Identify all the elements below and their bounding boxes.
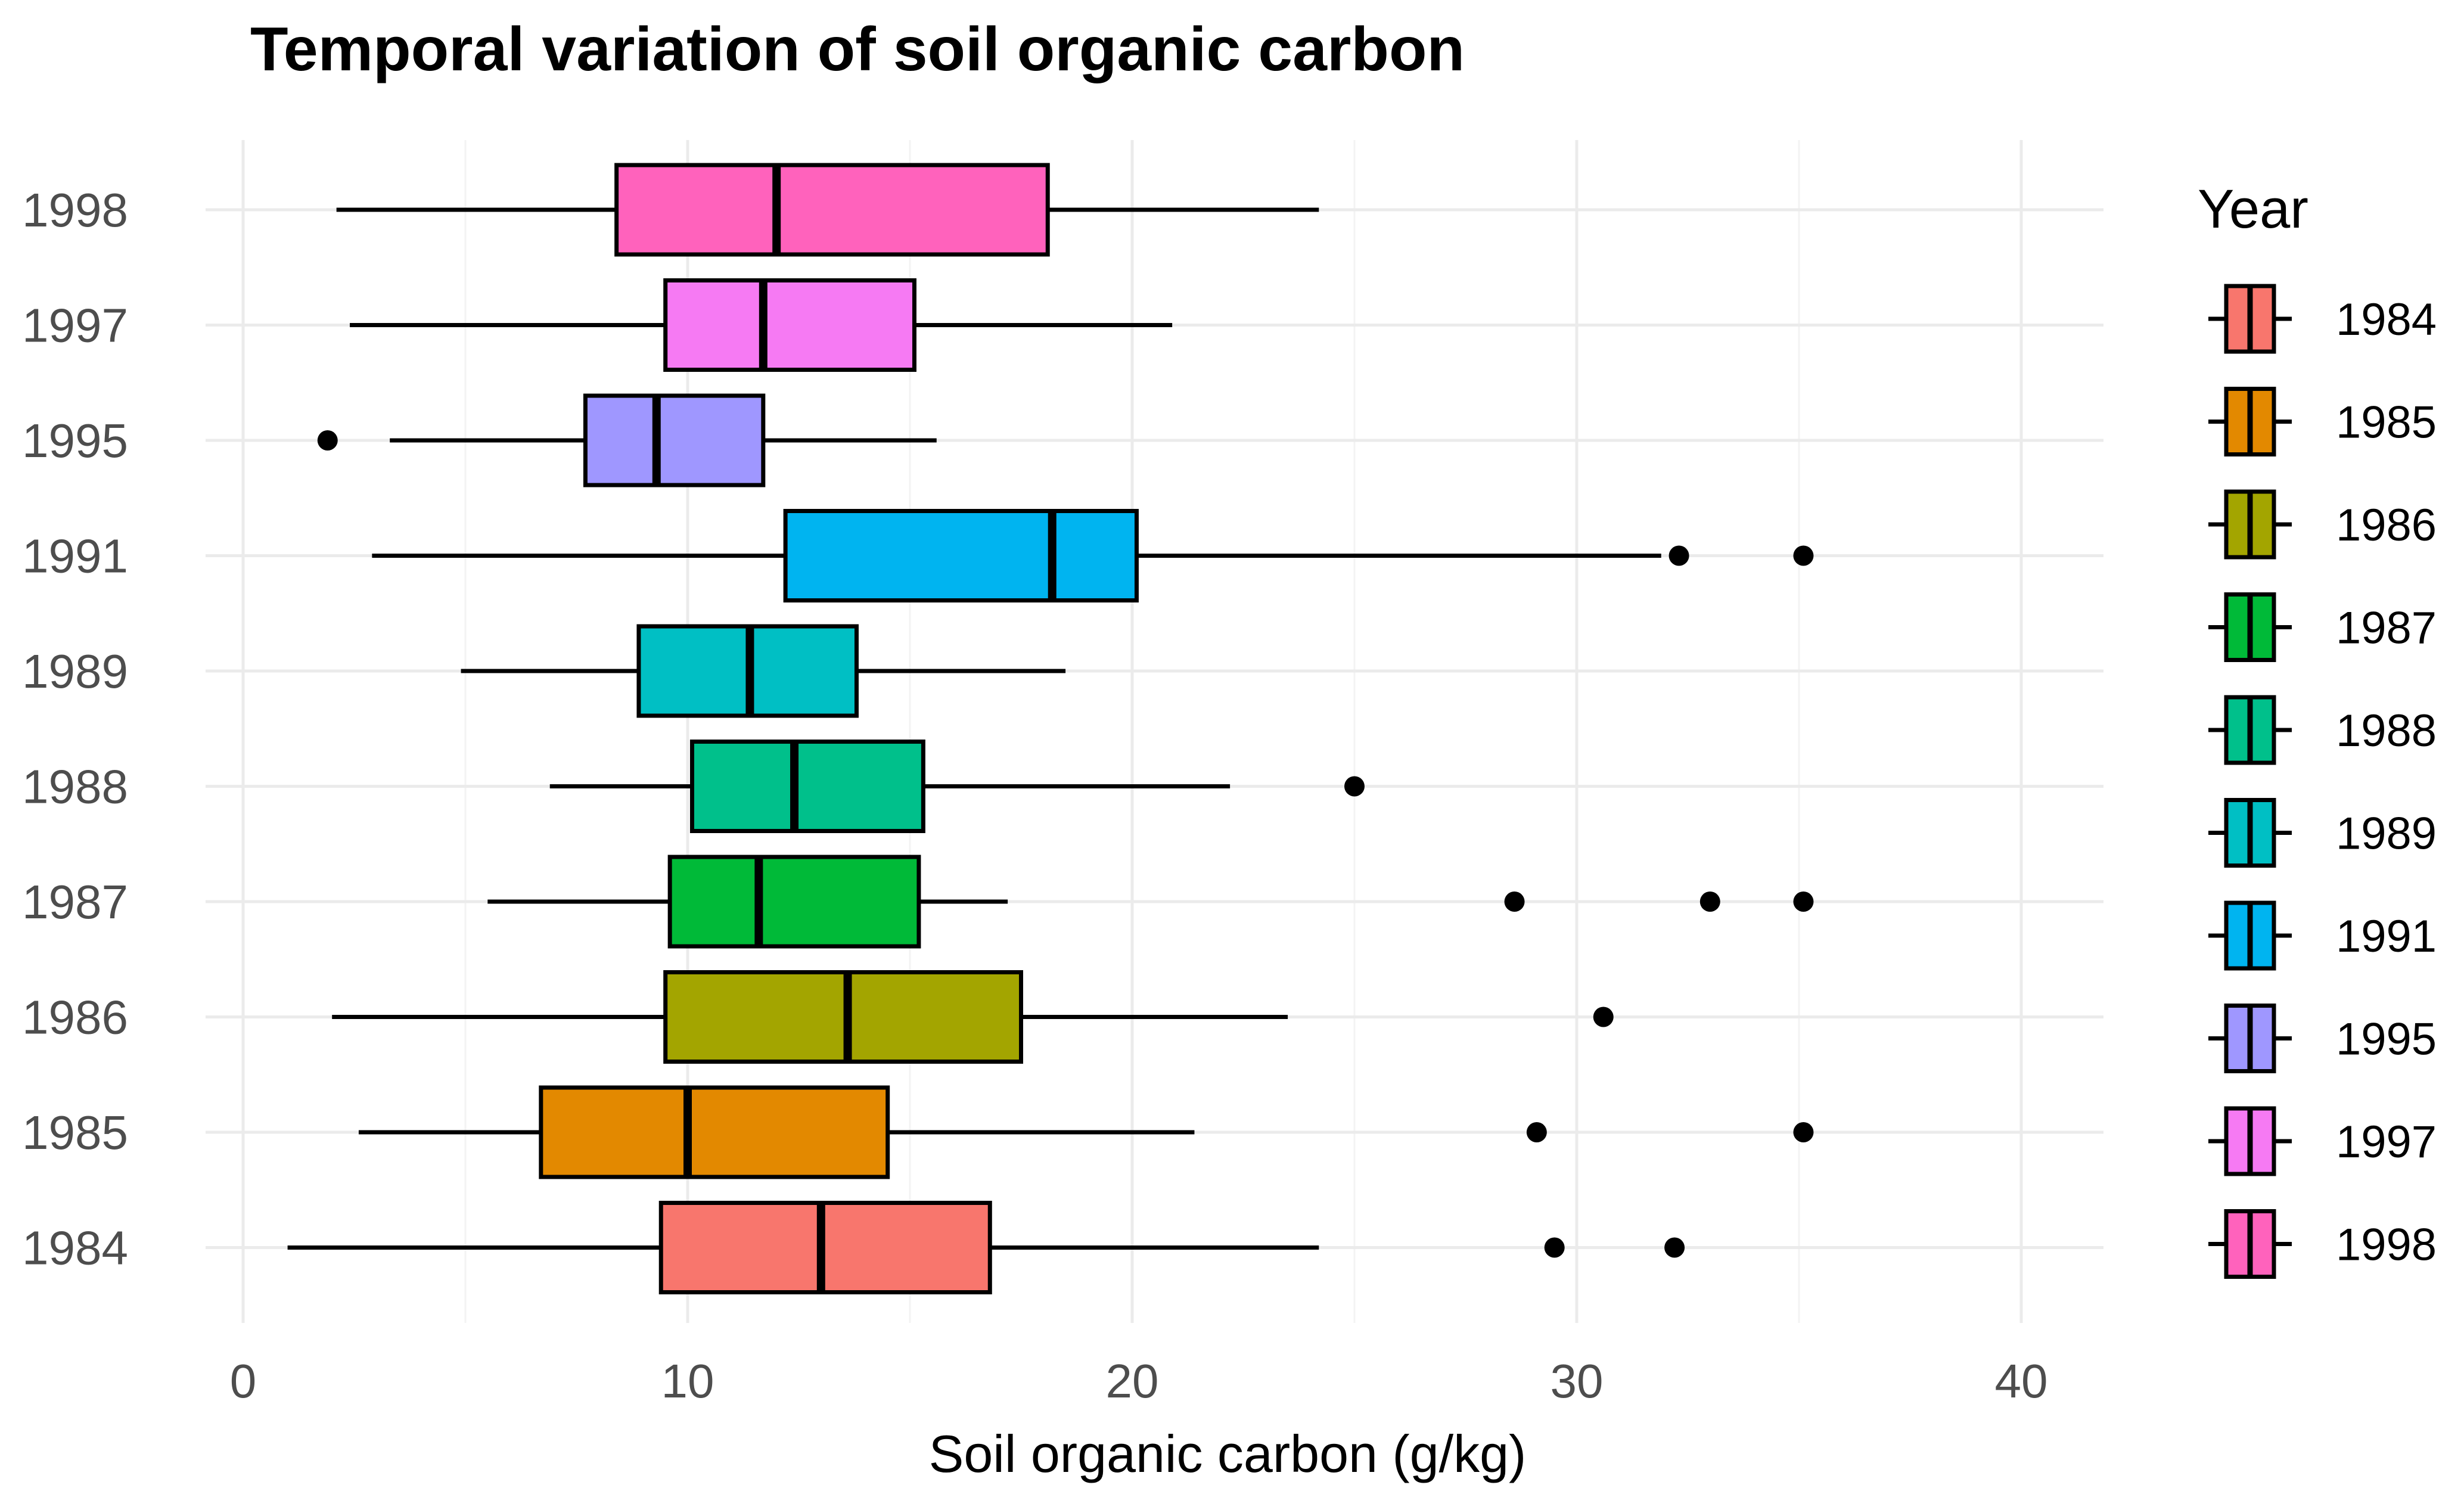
outlier-point: [1793, 545, 1814, 566]
outlier-point: [1793, 1122, 1814, 1142]
legend-item-1987: 1987: [2208, 592, 2437, 662]
outlier-point: [1504, 892, 1525, 912]
box-iqr: [783, 509, 1139, 602]
box-1997: [350, 278, 1173, 372]
legend-item-1986: 1986: [2208, 489, 2437, 560]
legend-item-1995: 1995: [2208, 1004, 2437, 1073]
x-tick-label: 30: [1551, 1355, 1604, 1408]
y-tick-label: 1997: [22, 299, 128, 352]
y-tick-label: 1987: [22, 875, 128, 928]
x-tick-label: 20: [1106, 1355, 1159, 1408]
legend-item-1991: 1991: [2208, 900, 2437, 971]
legend-item-1997: 1997: [2208, 1106, 2437, 1176]
y-tick-label: 1986: [22, 991, 128, 1044]
box-iqr: [583, 393, 766, 487]
outlier-point: [1544, 1237, 1565, 1258]
box-1987: [487, 855, 1814, 949]
y-tick-label: 1989: [22, 645, 128, 698]
x-tick-label: 0: [230, 1355, 257, 1408]
y-tick-label: 1984: [22, 1222, 128, 1275]
outlier-point: [1664, 1237, 1685, 1258]
box-1989: [461, 624, 1066, 718]
legend-label: 1985: [2336, 397, 2437, 448]
box-1985: [358, 1085, 1814, 1179]
legend-label: 1987: [2336, 603, 2437, 654]
box-iqr: [663, 278, 916, 372]
plot-area: [287, 163, 1814, 1294]
legend-label: 1997: [2336, 1117, 2437, 1167]
box-iqr: [663, 970, 1023, 1064]
box-1998: [336, 163, 1319, 257]
x-tick-label: 10: [661, 1355, 714, 1408]
legend-label: 1984: [2336, 294, 2437, 345]
box-1986: [332, 970, 1614, 1064]
outlier-point: [1793, 892, 1814, 912]
legend-item-1998: 1998: [2208, 1209, 2437, 1279]
legend-label: 1988: [2336, 706, 2437, 756]
y-tick-label: 1995: [22, 414, 128, 467]
box-iqr: [689, 740, 925, 833]
outlier-point: [1699, 892, 1720, 912]
y-tick-label: 1998: [22, 184, 128, 237]
outlier-point: [1668, 545, 1689, 566]
legend-item-1989: 1989: [2208, 798, 2437, 868]
box-iqr: [539, 1085, 890, 1179]
legend-label: 1991: [2336, 911, 2437, 962]
outlier-point: [1526, 1122, 1547, 1142]
legend-item-1985: 1985: [2208, 387, 2437, 456]
legend-item-1988: 1988: [2208, 695, 2437, 765]
box-iqr: [658, 1201, 992, 1294]
box-1988: [549, 740, 1365, 833]
axes: 0 10 20 30 40 1984 1985 1986 1987 1988 1989 1991 199…: [22, 184, 2047, 1408]
y-tick-label: 1985: [22, 1106, 128, 1159]
y-tick-label: 1991: [22, 530, 128, 583]
legend-label: 1986: [2336, 500, 2437, 551]
outlier-point: [317, 430, 338, 451]
box-iqr: [614, 163, 1050, 257]
x-tick-label: 40: [1995, 1355, 2048, 1408]
legend-label: 1989: [2336, 809, 2437, 859]
box-1995: [317, 393, 937, 487]
box-1991: [372, 509, 1814, 602]
legend-label: 1998: [2336, 1220, 2437, 1271]
legend-title: Year: [2198, 179, 2308, 240]
y-tick-label: 1988: [22, 760, 128, 813]
x-axis-label: Soil organic carbon (g/kg): [929, 1424, 1527, 1483]
outlier-point: [1593, 1007, 1614, 1027]
box-iqr: [667, 855, 921, 949]
box-1984: [287, 1201, 1685, 1294]
outlier-point: [1344, 776, 1365, 797]
legend-item-1984: 1984: [2208, 284, 2437, 354]
chart-title: Temporal variation of soil organic carbo…: [250, 15, 1465, 84]
legend-label: 1995: [2336, 1014, 2437, 1065]
legend: Year 1984 1985 1986 1987 1988 1989 1991 1995 199…: [2198, 179, 2437, 1279]
